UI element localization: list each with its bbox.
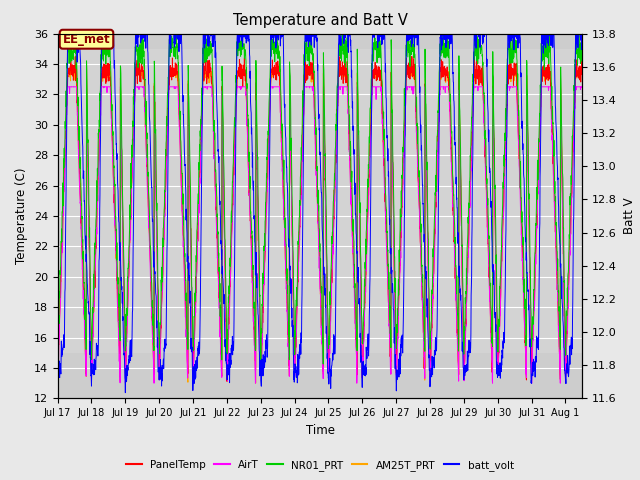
Title: Temperature and Batt V: Temperature and Batt V bbox=[232, 13, 408, 28]
Bar bbox=[58, 34, 582, 49]
Bar bbox=[58, 353, 582, 398]
Y-axis label: Batt V: Batt V bbox=[623, 198, 636, 234]
X-axis label: Time: Time bbox=[305, 424, 335, 437]
Text: EE_met: EE_met bbox=[63, 33, 110, 46]
Y-axis label: Temperature (C): Temperature (C) bbox=[15, 168, 28, 264]
Legend: PanelTemp, AirT, NR01_PRT, AM25T_PRT, batt_volt: PanelTemp, AirT, NR01_PRT, AM25T_PRT, ba… bbox=[122, 456, 518, 475]
